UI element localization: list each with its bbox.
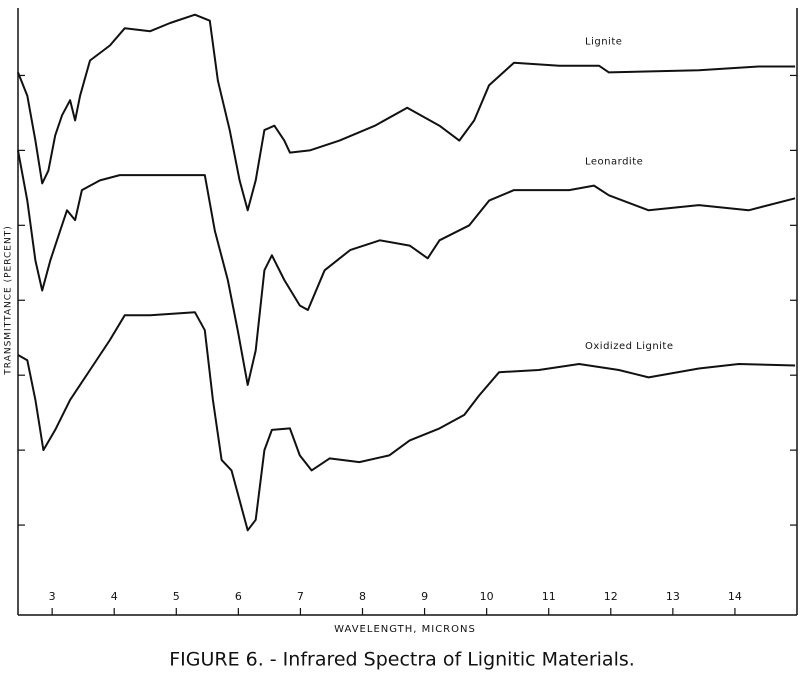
series-label: Leonardite xyxy=(585,157,643,168)
x-tick-label: 10 xyxy=(480,590,494,603)
y-axis-title: TRANSMITTANCE (PERCENT) xyxy=(4,225,14,375)
x-axis-title: WAVELENGTH, MICRONS xyxy=(334,624,476,635)
x-tick-label: 6 xyxy=(235,590,242,603)
x-tick-label: 7 xyxy=(297,590,304,603)
x-tick-label: 14 xyxy=(728,590,742,603)
x-tick-label: 3 xyxy=(49,590,56,603)
x-tick-label: 4 xyxy=(111,590,118,603)
x-tick-label: 5 xyxy=(173,590,180,603)
spectrum-line xyxy=(17,13,796,212)
series-label: Lignite xyxy=(585,37,622,48)
series-label: Oxidized Lignite xyxy=(585,341,674,352)
figure-caption: FIGURE 6. - Infrared Spectra of Lignitic… xyxy=(169,649,635,671)
x-tick-label: 8 xyxy=(359,590,366,603)
x-tick-label: 13 xyxy=(666,590,680,603)
spectrum-line xyxy=(17,150,796,386)
x-tick-label: 11 xyxy=(542,590,556,603)
x-tick-label: 12 xyxy=(604,590,618,603)
spectrum-line xyxy=(17,311,796,532)
x-tick-label: 9 xyxy=(421,590,428,603)
